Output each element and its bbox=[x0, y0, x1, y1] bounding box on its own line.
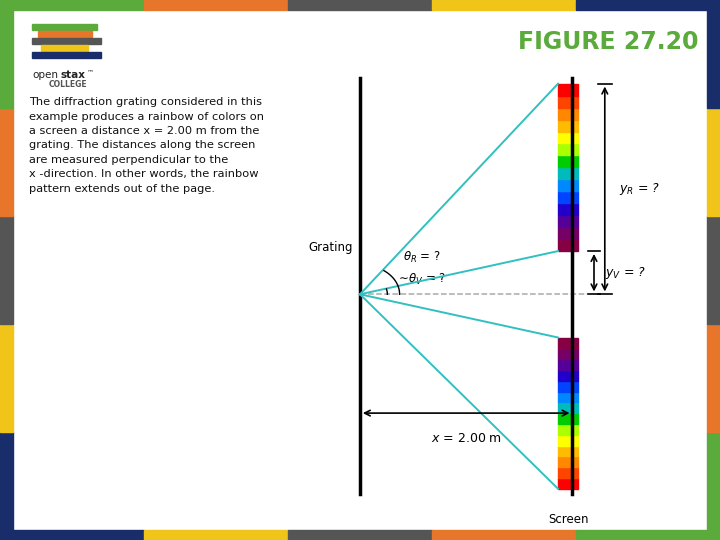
Bar bbox=[558, 381, 578, 392]
Text: $\sim\!\theta_V$ = ?: $\sim\!\theta_V$ = ? bbox=[396, 272, 446, 287]
Bar bbox=[558, 203, 578, 215]
Bar bbox=[558, 191, 578, 203]
Bar bbox=[558, 107, 578, 119]
Bar bbox=[558, 132, 578, 144]
Bar bbox=[288, 530, 432, 540]
Bar bbox=[41, 45, 88, 51]
Bar bbox=[38, 31, 92, 37]
Bar bbox=[32, 38, 101, 44]
Bar bbox=[558, 402, 578, 413]
Bar bbox=[0, 108, 13, 216]
Bar bbox=[558, 96, 578, 107]
Text: The diffraction grating considered in this
example produces a rainbow of colors : The diffraction grating considered in th… bbox=[29, 97, 264, 194]
Bar bbox=[558, 215, 578, 227]
Bar bbox=[707, 108, 720, 216]
Bar bbox=[558, 239, 578, 251]
Bar bbox=[558, 392, 578, 402]
Bar bbox=[707, 324, 720, 432]
Bar bbox=[707, 432, 720, 540]
Bar bbox=[0, 0, 13, 108]
Bar bbox=[0, 324, 13, 432]
Bar bbox=[0, 216, 13, 324]
Bar bbox=[0, 0, 144, 10]
Bar bbox=[558, 338, 578, 348]
Text: FIGURE 27.20: FIGURE 27.20 bbox=[518, 30, 698, 53]
Bar bbox=[558, 119, 578, 132]
Bar bbox=[432, 0, 576, 10]
Text: ™: ™ bbox=[87, 69, 94, 75]
Bar bbox=[558, 456, 578, 467]
Bar bbox=[558, 435, 578, 446]
Bar bbox=[558, 84, 578, 96]
Text: Screen: Screen bbox=[549, 513, 589, 526]
Bar bbox=[558, 348, 578, 359]
Bar bbox=[144, 530, 288, 540]
Text: $y_R$ = ?: $y_R$ = ? bbox=[619, 181, 660, 197]
Bar bbox=[707, 216, 720, 324]
Bar bbox=[558, 467, 578, 478]
Text: $\theta_R$ = ?: $\theta_R$ = ? bbox=[403, 250, 441, 265]
Text: stax: stax bbox=[60, 70, 86, 80]
Bar bbox=[558, 446, 578, 456]
Bar bbox=[0, 530, 144, 540]
Bar bbox=[144, 0, 288, 10]
Bar bbox=[32, 24, 97, 30]
Bar bbox=[32, 52, 101, 58]
Bar bbox=[558, 359, 578, 370]
Bar bbox=[576, 0, 720, 10]
Text: $x$ = 2.00 m: $x$ = 2.00 m bbox=[431, 432, 502, 445]
Bar bbox=[558, 413, 578, 424]
Bar bbox=[558, 167, 578, 179]
Bar bbox=[558, 478, 578, 489]
Bar bbox=[288, 0, 432, 10]
Text: $y_V$ = ?: $y_V$ = ? bbox=[605, 265, 646, 281]
Bar bbox=[558, 179, 578, 191]
Text: Grating: Grating bbox=[308, 241, 353, 254]
Text: COLLEGE: COLLEGE bbox=[48, 80, 87, 89]
Bar bbox=[707, 0, 720, 108]
Bar bbox=[558, 144, 578, 156]
Bar bbox=[558, 156, 578, 167]
Text: open: open bbox=[32, 70, 58, 80]
Bar bbox=[558, 227, 578, 239]
Bar bbox=[558, 424, 578, 435]
Bar bbox=[432, 530, 576, 540]
Bar bbox=[576, 530, 720, 540]
Bar bbox=[558, 370, 578, 381]
Bar bbox=[0, 432, 13, 540]
